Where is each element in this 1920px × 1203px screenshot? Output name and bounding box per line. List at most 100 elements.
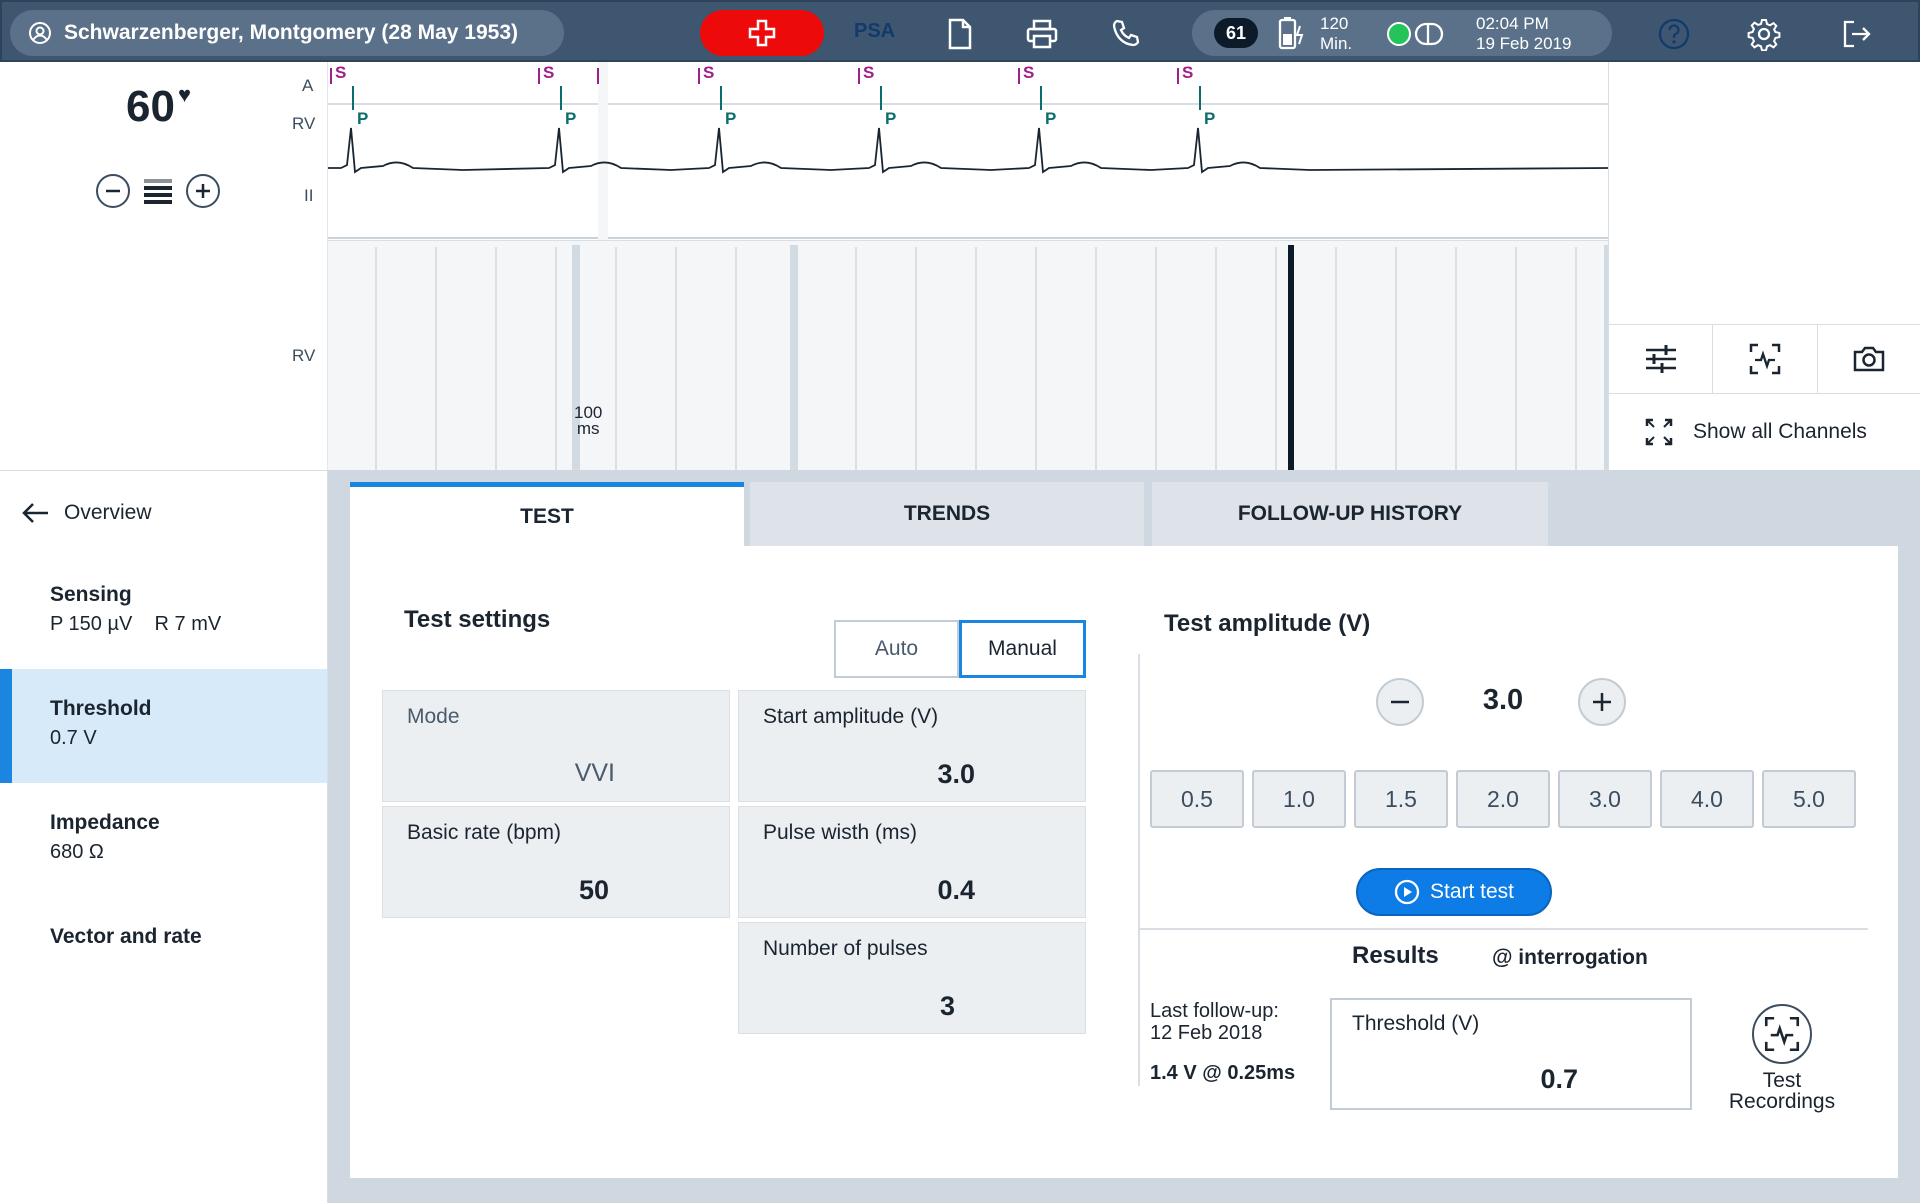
- minus-icon: [1391, 700, 1409, 704]
- increase-gain-button[interactable]: [186, 174, 220, 208]
- nav-item-impedance[interactable]: Impedance 680 Ω: [50, 811, 160, 863]
- amplitude-decrease-button[interactable]: [1376, 678, 1424, 726]
- tab-follow-up-history[interactable]: FOLLOW-UP HISTORY: [1152, 482, 1548, 546]
- toggle-auto-button[interactable]: Auto: [834, 620, 959, 678]
- gain-level-icon: [144, 178, 172, 204]
- pace-marker-label: P: [725, 109, 736, 128]
- results-divider: [1138, 928, 1868, 930]
- param-pulse-width[interactable]: Pulse wisth (ms) 0.4: [738, 806, 1086, 918]
- phone-icon[interactable]: [1106, 14, 1146, 54]
- gain-controls: [96, 174, 220, 208]
- test-settings-title: Test settings: [404, 606, 551, 633]
- filter-settings-button[interactable]: [1609, 325, 1714, 393]
- emergency-button[interactable]: [700, 10, 824, 56]
- preset-2-0[interactable]: 2.0: [1456, 770, 1550, 828]
- results-title: Results: [1352, 942, 1439, 969]
- nav-item-vector-and-rate[interactable]: Vector and rate: [50, 925, 202, 948]
- toggle-manual-button[interactable]: Manual: [959, 620, 1086, 678]
- test-recordings-button[interactable]: Test Recordings: [1720, 1004, 1844, 1112]
- document-icon[interactable]: [940, 14, 980, 54]
- param-number-of-pulses[interactable]: Number of pulses 3: [738, 922, 1086, 1034]
- channel-label-rv: RV: [292, 114, 316, 133]
- threshold-result-label: Threshold (V): [1352, 1012, 1480, 1035]
- battery-value: 120: [1320, 14, 1349, 33]
- scale-label: 100 ms: [574, 403, 603, 438]
- start-test-button[interactable]: Start test: [1356, 868, 1552, 916]
- ecg-recording-icon: [1752, 1004, 1812, 1064]
- snapshot-button[interactable]: [1818, 325, 1920, 393]
- clock-time: 02:04 PM: [1476, 14, 1549, 33]
- mode-label[interactable]: PSA: [854, 20, 896, 42]
- heart-rate-badge: 61: [1214, 18, 1258, 48]
- tab-trends[interactable]: TRENDS: [750, 482, 1144, 546]
- sense-marker-label: S: [335, 63, 346, 82]
- sense-marker-label: S: [1182, 63, 1193, 82]
- sense-marker-label: S: [703, 63, 714, 82]
- test-content: Test settings Auto Manual Mode VVI Start…: [350, 546, 1898, 1178]
- channel-label-ii: II: [304, 186, 314, 205]
- overview-label: Overview: [64, 501, 152, 524]
- play-icon: [1394, 879, 1420, 905]
- show-all-label: Show all Channels: [1693, 420, 1867, 443]
- interval-channel: 100 ms: [328, 240, 1612, 471]
- preset-5-0[interactable]: 5.0: [1762, 770, 1856, 828]
- plus-icon: [1593, 693, 1611, 711]
- logout-icon[interactable]: [1836, 14, 1876, 54]
- param-start-amplitude[interactable]: Start amplitude (V) 3.0: [738, 690, 1086, 802]
- interval-cursor: [1288, 245, 1294, 471]
- preset-0-5[interactable]: 0.5: [1150, 770, 1244, 828]
- tab-test[interactable]: TEST: [350, 482, 744, 546]
- heart-icon: ♥: [178, 82, 192, 107]
- settings-gear-icon[interactable]: [1744, 14, 1784, 54]
- preset-1-0[interactable]: 1.0: [1252, 770, 1346, 828]
- pace-marker-label: P: [1045, 109, 1056, 128]
- pace-marker-label: P: [885, 109, 896, 128]
- ecg-capture-icon: [1749, 343, 1781, 375]
- plus-icon: [196, 184, 210, 198]
- ecg-strip: S P S P S P S P S P S P: [328, 62, 1609, 240]
- param-basic-rate[interactable]: Basic rate (bpm) 50: [382, 806, 730, 918]
- test-amplitude-title: Test amplitude (V): [1164, 610, 1371, 637]
- nav-item-sensing[interactable]: Sensing P 150 µV R 7 mV: [50, 583, 222, 635]
- sense-marker-label: S: [543, 63, 554, 82]
- left-navigation: Overview Sensing P 150 µV R 7 mV Thresho…: [0, 470, 328, 1203]
- pace-marker-label: P: [1204, 109, 1215, 128]
- sense-marker-label: S: [863, 63, 874, 82]
- minus-icon: [106, 189, 120, 193]
- sense-marker-label: S: [1023, 63, 1034, 82]
- amplitude-stepper: 3.0: [1376, 678, 1646, 728]
- param-mode: Mode VVI: [382, 690, 730, 802]
- ecg-capture-button[interactable]: [1713, 325, 1818, 393]
- camera-icon: [1854, 346, 1885, 372]
- help-icon[interactable]: [1654, 14, 1694, 54]
- preset-1-5[interactable]: 1.5: [1354, 770, 1448, 828]
- ecg-controls: 60 ♥ A RV II RV: [0, 62, 328, 470]
- channel-label-rv-interval: RV: [292, 346, 316, 365]
- filter-sliders-icon: [1645, 345, 1676, 373]
- test-recordings-label: Test Recordings: [1728, 1069, 1836, 1113]
- preset-4-0[interactable]: 4.0: [1660, 770, 1754, 828]
- connection-status-icon: [1387, 22, 1444, 46]
- overview-back-link[interactable]: Overview: [22, 501, 152, 525]
- battery-icon: [1278, 17, 1304, 50]
- threshold-result: Threshold (V) 0.7: [1330, 998, 1692, 1110]
- pace-marker-label: P: [565, 109, 576, 128]
- heart-rate-value: 60: [126, 82, 175, 131]
- top-bar: Schwarzenberger, Montgomery (28 May 1953…: [0, 0, 1920, 62]
- clock-date: 19 Feb 2019: [1476, 34, 1572, 53]
- preset-3-0[interactable]: 3.0: [1558, 770, 1652, 828]
- results-subtitle: @ interrogation: [1492, 946, 1648, 969]
- patient-info[interactable]: Schwarzenberger, Montgomery (28 May 1953…: [10, 10, 564, 56]
- ecg-tool-row: [1609, 324, 1920, 394]
- printer-icon[interactable]: [1022, 14, 1062, 54]
- nav-item-threshold[interactable]: Threshold 0.7 V: [0, 669, 327, 783]
- interval-separator: [572, 245, 580, 471]
- amplitude-increase-button[interactable]: [1578, 678, 1626, 726]
- show-all-channels-button[interactable]: Show all Channels: [1645, 418, 1867, 446]
- decrease-gain-button[interactable]: [96, 174, 130, 208]
- ecg-trace: [328, 127, 1609, 174]
- start-test-label: Start test: [1429, 880, 1515, 903]
- patient-name: Schwarzenberger, Montgomery (28 May 1953…: [64, 21, 518, 44]
- emergency-cross-icon: [748, 19, 776, 47]
- mode-toggle: Auto Manual: [834, 620, 1086, 678]
